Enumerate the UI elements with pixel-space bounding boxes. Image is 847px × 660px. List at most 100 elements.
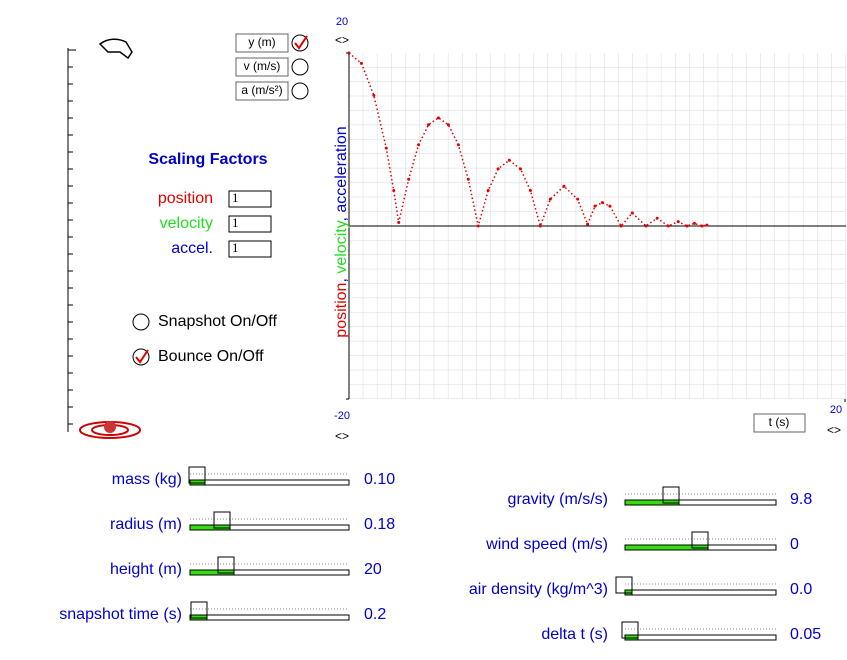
scaling-label: position — [158, 190, 213, 207]
scaling-value: 1 — [232, 240, 239, 255]
scaling-input[interactable] — [228, 190, 272, 208]
slider-thumb[interactable] — [217, 556, 235, 574]
slider-thumb[interactable] — [621, 621, 639, 639]
data-point — [655, 216, 659, 220]
y-axis-label: position, velocity, acceleration — [333, 126, 350, 337]
spinner[interactable]: <> — [827, 423, 841, 437]
slider-label: radius (m) — [110, 516, 182, 533]
data-point — [518, 167, 522, 171]
scaling-label: accel. — [171, 240, 213, 257]
slider-label: gravity (m/s/s) — [508, 491, 608, 508]
slider-thumb[interactable] — [615, 576, 633, 594]
scaling-input[interactable] — [228, 240, 272, 258]
slider-label: snapshot time (s) — [59, 606, 182, 623]
data-point — [676, 220, 680, 224]
slider-track — [624, 589, 777, 596]
slider-track — [189, 479, 350, 486]
data-point — [630, 211, 634, 215]
y-label-part: , — [333, 274, 350, 283]
data-point — [576, 197, 580, 201]
slider-value: 0.18 — [364, 516, 395, 533]
x-axis-label: t (s) — [769, 415, 790, 429]
scaling-value: 1 — [232, 215, 239, 230]
scaling-input[interactable] — [228, 215, 272, 233]
data-point — [619, 224, 623, 228]
checkbox[interactable] — [291, 58, 309, 76]
slider-label: mass (kg) — [112, 471, 182, 488]
data-point — [372, 93, 376, 97]
slider-value: 0.05 — [790, 626, 821, 643]
spinner[interactable]: <> — [335, 429, 349, 443]
data-point — [548, 197, 552, 201]
slider-thumb[interactable] — [662, 486, 680, 504]
slider-label: wind speed (m/s) — [485, 536, 608, 553]
slider-value: 20 — [364, 561, 382, 578]
data-point — [586, 222, 590, 226]
logo — [79, 421, 141, 439]
slider-value: 0 — [790, 536, 799, 553]
data-point — [644, 224, 648, 228]
data-point — [417, 143, 421, 147]
slider-label: delta t (s) — [541, 626, 608, 643]
slider-label: height (m) — [110, 561, 182, 578]
checkbox-label-box — [235, 57, 289, 77]
data-point — [666, 224, 670, 228]
data-point — [685, 224, 689, 228]
checkbox-label-box — [235, 33, 289, 53]
check-mark — [135, 349, 149, 364]
slider-label: air density (kg/m^3) — [469, 581, 608, 598]
data-point — [608, 204, 612, 208]
checkbox[interactable] — [291, 82, 309, 100]
spinner[interactable]: <> — [335, 33, 349, 47]
hand-icon[interactable] — [98, 38, 133, 60]
data-point — [436, 116, 440, 120]
slider-thumb[interactable] — [188, 466, 206, 484]
data-point — [392, 189, 396, 193]
data-point — [407, 177, 411, 181]
y-label-part: acceleration — [333, 126, 350, 212]
slider-track — [189, 614, 350, 621]
data-point — [593, 204, 597, 208]
checkbox-label: a (m/s²) — [241, 83, 282, 97]
data-point — [446, 123, 450, 127]
data-point — [486, 189, 490, 193]
xlabel-box — [753, 413, 806, 433]
checkbox-label-box — [235, 81, 289, 101]
scaling-value: 1 — [232, 190, 239, 205]
y-label-part: , — [333, 213, 350, 222]
y-tick-label: -20 — [334, 410, 350, 422]
data-point — [705, 223, 709, 227]
data-point — [600, 201, 604, 205]
data-point — [466, 177, 470, 181]
scaling-title: Scaling Factors — [148, 151, 267, 168]
data-point — [562, 184, 566, 188]
spinners[interactable]: <> <> <> — [335, 33, 841, 443]
toggle-label: Snapshot On/Off — [158, 313, 277, 330]
slider-value: 0.2 — [364, 606, 386, 623]
y-label-part: velocity — [333, 220, 350, 273]
y-tick-label: 20 — [336, 16, 348, 28]
data-point — [700, 224, 704, 228]
slider-value: 0.10 — [364, 471, 395, 488]
slider-thumb[interactable] — [190, 601, 208, 619]
slider-value: 0.0 — [790, 581, 812, 598]
data-point — [476, 224, 480, 228]
ruler — [67, 48, 76, 432]
slider-thumb[interactable] — [213, 511, 231, 529]
data-point — [397, 221, 401, 225]
data-point — [538, 224, 542, 228]
data-point — [507, 158, 511, 162]
data-point — [384, 146, 388, 150]
data-point — [427, 123, 431, 127]
scaling-label: velocity — [160, 215, 213, 232]
slider-value: 9.8 — [790, 491, 812, 508]
check-mark — [294, 35, 308, 50]
data-point — [359, 61, 363, 65]
slider-thumb[interactable] — [691, 531, 709, 549]
data-point — [456, 143, 460, 147]
checkbox-label: y (m) — [248, 35, 275, 49]
toggle[interactable] — [132, 313, 150, 331]
data-point — [528, 189, 532, 193]
x-tick-label: 20 — [830, 404, 842, 416]
data-point — [347, 51, 351, 55]
